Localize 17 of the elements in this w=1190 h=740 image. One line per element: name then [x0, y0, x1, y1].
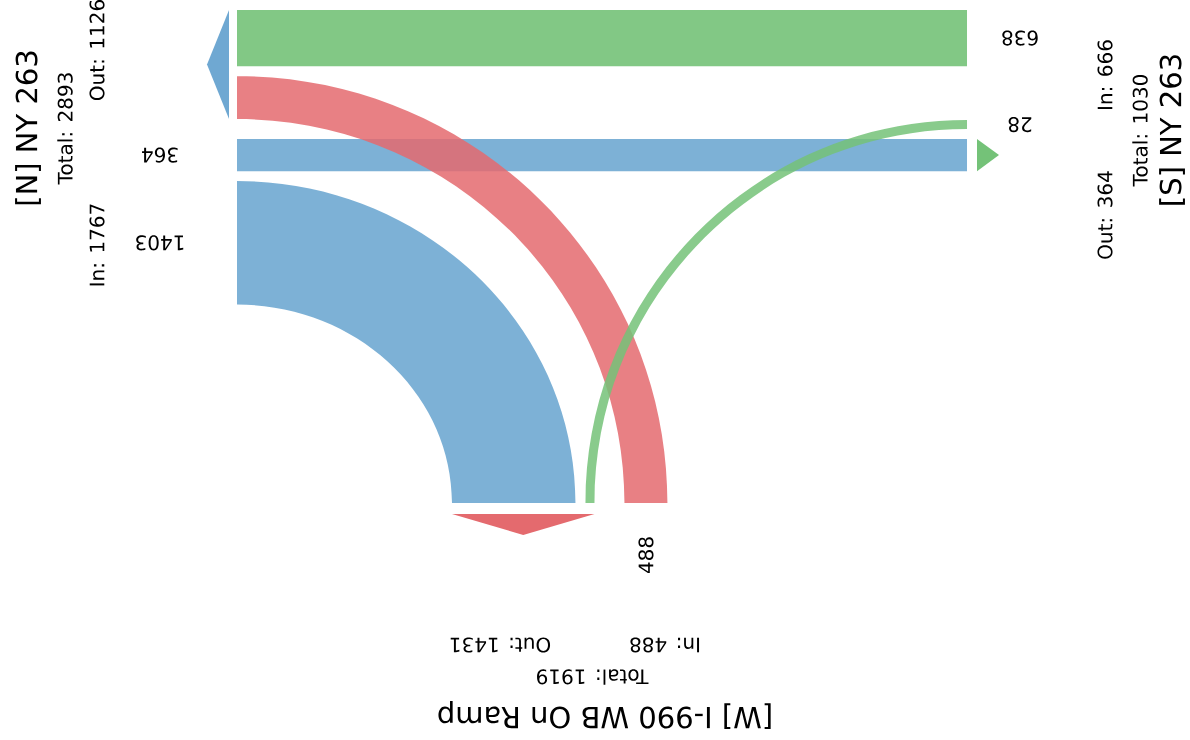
- text: Out: 364: [1097, 171, 1113, 259]
- text: Out: 1126: [89, 0, 105, 101]
- category-label: [S] NY 263: [1159, 55, 1185, 205]
- data-label: 364: [142, 147, 178, 163]
- category-label: [N] NY 263: [15, 51, 41, 205]
- text: Total: 1030: [1132, 74, 1148, 187]
- text: In: 488: [630, 637, 700, 653]
- data-label: 28: [1008, 117, 1032, 133]
- text: Out: 1431: [450, 637, 551, 653]
- text: In: 1767: [89, 204, 105, 286]
- data-label: 488: [638, 537, 654, 574]
- text: Total: 2893: [57, 73, 73, 185]
- data-label: 638: [1002, 30, 1038, 46]
- text: Total: 1919: [537, 669, 649, 685]
- category-label: [W] I-990 WB On Ramp: [438, 700, 771, 730]
- data-label: 1403: [136, 235, 184, 251]
- text: In: 666: [1097, 40, 1113, 110]
